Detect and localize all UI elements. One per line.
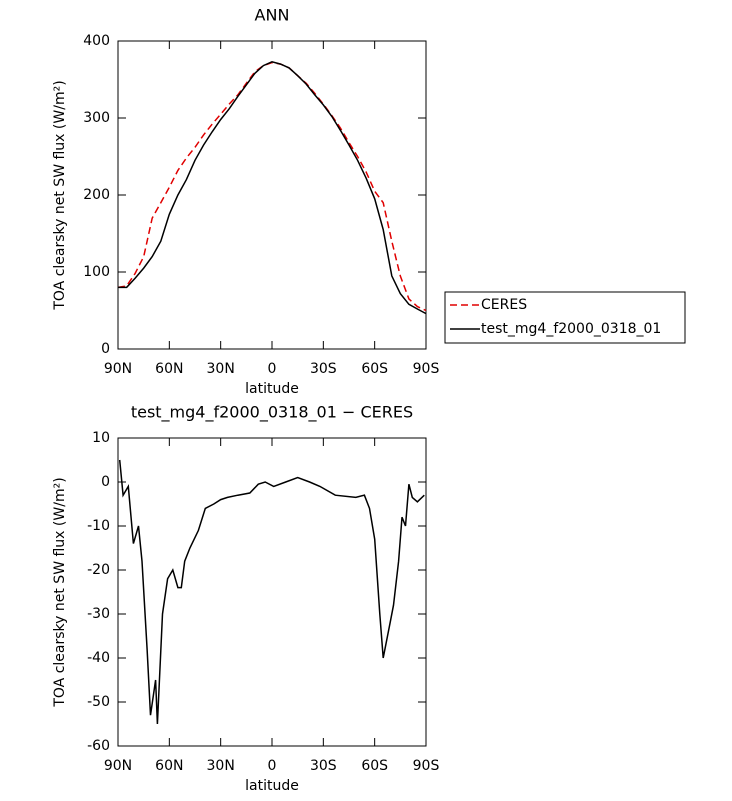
x-tick-label: 90N — [104, 361, 132, 377]
y-tick-label: -10 — [87, 518, 110, 534]
y-tick-label: -60 — [87, 738, 110, 754]
y-tick-label: 200 — [83, 187, 110, 203]
x-tick-label: 30N — [207, 361, 235, 377]
plot-frame — [117, 437, 427, 747]
y-tick-label: -50 — [87, 694, 110, 710]
data-line — [117, 61, 427, 312]
x-tick-label: 90S — [413, 361, 440, 377]
y-tick-label: 400 — [83, 33, 110, 49]
x-tick-label: 60S — [361, 758, 388, 774]
x-tick-label: 90N — [104, 758, 132, 774]
legend-label: CERES — [481, 297, 527, 313]
x-tick-label: 0 — [268, 758, 277, 774]
x-tick-label: 60N — [155, 361, 183, 377]
y-tick-label: 0 — [101, 341, 110, 357]
legend-box — [444, 291, 686, 344]
x-tick-label: 60S — [361, 361, 388, 377]
y-tick-label: -30 — [87, 606, 110, 622]
x-tick-label: 30N — [207, 758, 235, 774]
x-axis-label: latitude — [245, 381, 299, 397]
data-line — [118, 61, 427, 315]
y-axis-label: TOA clearsky net SW flux (W/m²) — [52, 477, 68, 707]
y-tick-label: 300 — [83, 110, 110, 126]
x-tick-label: 30S — [310, 758, 337, 774]
y-tick-label: 0 — [101, 474, 110, 490]
x-tick-label: 60N — [155, 758, 183, 774]
chart-title: ANN — [255, 6, 290, 25]
chart-title: test_mg4_f2000_0318_01 − CERES — [131, 403, 413, 423]
y-axis-label: TOA clearsky net SW flux (W/m²) — [52, 80, 68, 310]
x-tick-label: 0 — [268, 361, 277, 377]
plot-frame — [117, 40, 427, 350]
y-tick-label: -20 — [87, 562, 110, 578]
y-tick-label: 10 — [92, 430, 110, 446]
y-tick-label: 100 — [83, 264, 110, 280]
x-tick-label: 30S — [310, 361, 337, 377]
x-axis-label: latitude — [245, 778, 299, 794]
x-tick-label: 90S — [413, 758, 440, 774]
y-tick-label: -40 — [87, 650, 110, 666]
data-line — [118, 459, 425, 725]
legend-label: test_mg4_f2000_0318_01 — [481, 321, 661, 337]
